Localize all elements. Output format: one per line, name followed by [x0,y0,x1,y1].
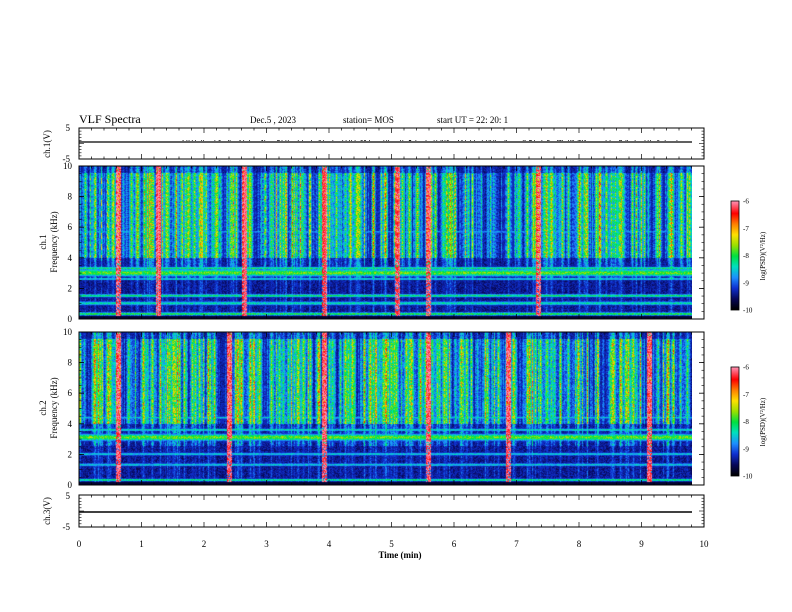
y-tick-label: 4 [68,253,73,263]
y-tick-label: 6 [68,222,73,232]
ch2-colorbar-label: log(PSD)(V²/Hz) [759,397,767,446]
x-tick-label: 7 [514,539,519,549]
ch1-colorbar-ticks: -6 -7 -8 -9 -10 [743,198,753,315]
start-time-label: start UT = 22: 20: 1 [437,115,508,125]
colorbar-tick-label: -10 [743,473,753,481]
ch2-spectrogram-ylabel-channel: ch.2 [38,400,48,415]
y-tick-label: 4 [68,419,73,429]
x-axis-ticks [78,127,705,528]
y-tick-label: 2 [68,449,73,459]
x-tick-label: 2 [202,539,207,549]
ch2-spectrogram-panel: 0 2 4 6 8 10 ch.2 Frequency (kHz) [38,327,705,490]
ch1-spectrogram-ylabel-frequency: Frequency (kHz) [49,211,59,272]
colorbar-tick-label: -9 [743,279,749,287]
y-tick-label: 10 [63,327,73,337]
ch3-ytick-bottom: -5 [63,522,71,532]
ch1-spectrogram-yticks: 0 2 4 6 8 10 [63,161,704,324]
date-label: Dec.5 , 2023 [250,115,296,125]
colorbar-tick-label: -6 [743,198,749,206]
y-tick-label: 10 [63,161,73,171]
x-tick-label: 6 [452,539,457,549]
ch1-spectrogram-panel: 0 2 4 6 8 10 ch.1 Frequency (kHz) [38,161,705,324]
ch2-spectrogram-ylabel-frequency: Frequency (kHz) [49,377,59,438]
ch1-spectrogram-image [79,166,692,319]
ch1-ytick-top: 5 [66,123,71,133]
colorbar-tick-label: -10 [743,307,753,315]
ch2-spectrogram-image [79,332,692,485]
x-tick-label: 10 [700,539,710,549]
ch2-colorbar-frame [730,366,740,477]
y-tick-label: 2 [68,283,73,293]
ch2-colorbar-ticks: -6 -7 -8 -9 -10 [743,364,753,481]
x-tick-label: 5 [389,539,394,549]
x-axis-tick-labels: 0 1 2 3 4 5 6 7 8 9 10 [77,539,709,549]
colorbar-tick-label: -8 [743,418,749,426]
colorbar-tick-label: -7 [743,225,749,233]
x-tick-label: 9 [639,539,644,549]
figure-title: VLF Spectra [79,112,141,126]
ch2-colorbar-image [731,367,739,476]
ch1-spectrogram-ylabel-channel: ch.1 [38,234,48,249]
y-tick-label: 0 [68,314,73,324]
station-label: station= MOS [343,115,394,125]
y-tick-label: 8 [68,358,73,368]
ch3-waveform-ylabel: ch.3(V) [42,497,52,525]
x-tick-label: 3 [264,539,269,549]
colorbar-tick-label: -6 [743,364,749,372]
ch1-colorbar-label: log(PSD)(V²/Hz) [759,231,767,280]
colorbar-tick-label: -9 [743,445,749,453]
y-tick-label: 6 [68,388,73,398]
x-tick-label: 8 [577,539,582,549]
y-tick-label: 8 [68,192,73,202]
ch1-colorbar-frame [730,200,740,311]
ch1-ytick-bottom: -5 [63,154,71,164]
ch2-spectrogram-yticks: 0 2 4 6 8 10 [63,327,704,490]
x-tick-label: 1 [139,539,144,549]
x-axis-label: Time (min) [378,550,421,560]
x-tick-label: 4 [327,539,332,549]
ch2-colorbar: -6 -7 -8 -9 -10 log(PSD)(V²/Hz) [730,364,767,481]
ch1-colorbar: -6 -7 -8 -9 -10 log(PSD)(V²/Hz) [730,198,767,315]
colorbar-tick-label: -8 [743,252,749,260]
ch1-colorbar-image [731,201,739,310]
colorbar-tick-label: -7 [743,391,749,399]
ch3-ytick-top: 5 [66,491,71,501]
ch1-waveform-ylabel: ch.1(V) [42,130,52,158]
y-tick-label: 0 [68,480,73,490]
x-tick-label: 0 [77,539,82,549]
